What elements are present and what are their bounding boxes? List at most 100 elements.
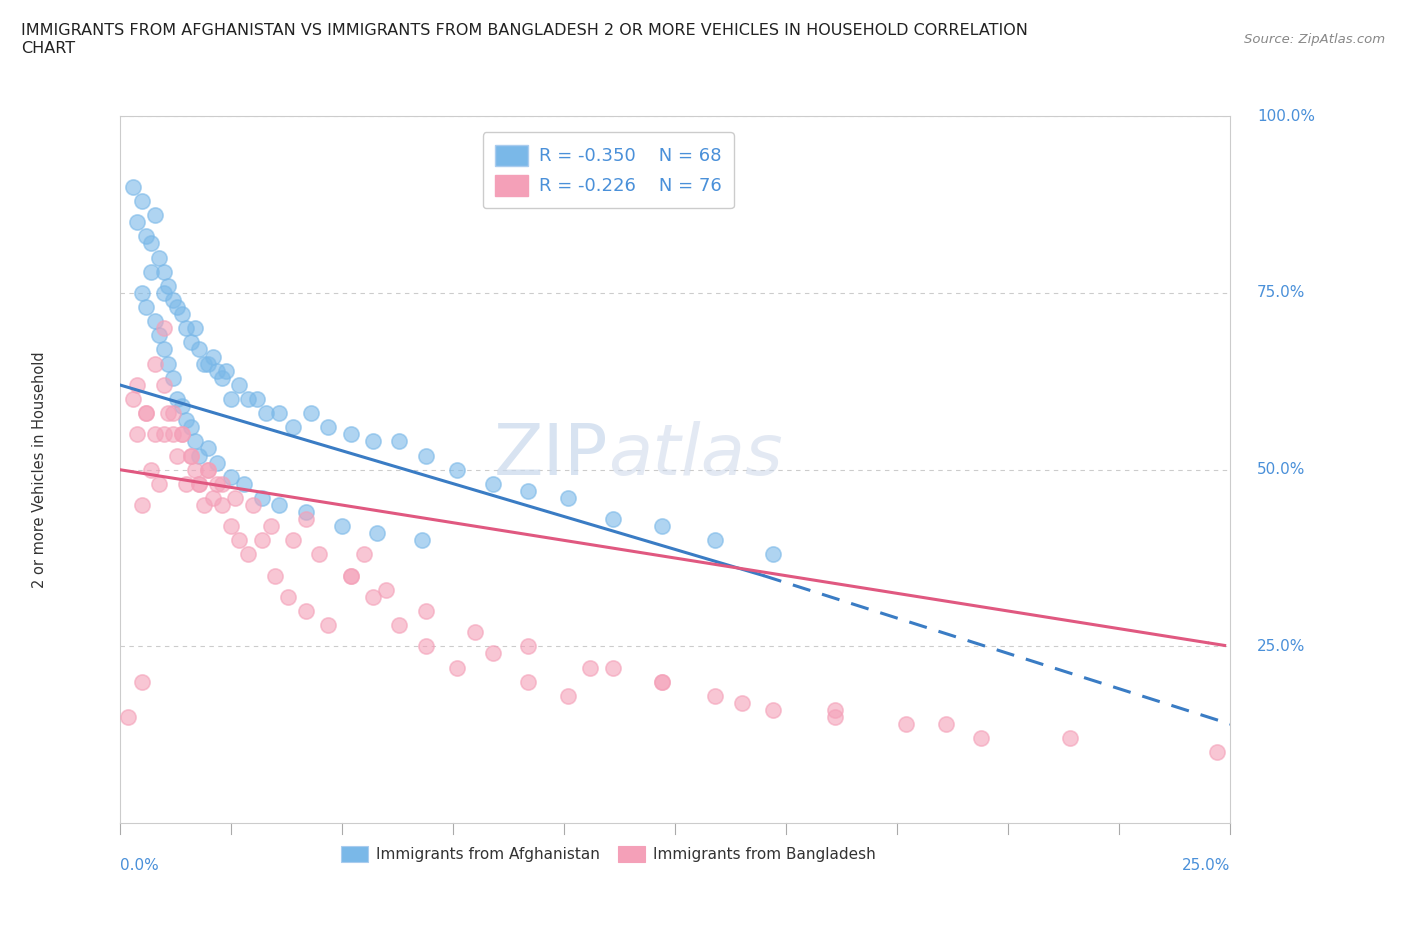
Point [135, 405, 157, 420]
Point [353, 547, 375, 562]
Text: 100.0%: 100.0% [1257, 109, 1315, 124]
Point [162, 293, 184, 308]
Point [153, 264, 176, 279]
Point [211, 498, 233, 512]
Point [277, 590, 299, 604]
Point [762, 702, 785, 717]
Point [153, 342, 176, 357]
Point [557, 688, 579, 703]
Point [153, 427, 176, 442]
Point [117, 710, 139, 724]
Point [557, 490, 579, 505]
Point [970, 731, 993, 746]
Point [651, 674, 673, 689]
Point [166, 299, 188, 314]
Point [143, 356, 166, 371]
Point [415, 604, 437, 618]
Point [894, 717, 917, 732]
Point [148, 328, 170, 343]
Point [157, 278, 180, 293]
Point [197, 462, 219, 477]
Point [219, 519, 242, 534]
Point [170, 307, 193, 322]
Point [269, 498, 291, 512]
Point [464, 625, 486, 640]
Point [730, 696, 752, 711]
Point [517, 484, 540, 498]
Point [201, 349, 224, 364]
Point [339, 427, 361, 442]
Point [148, 250, 170, 265]
Point [174, 321, 197, 336]
Point [127, 378, 149, 392]
Point [127, 215, 149, 230]
Point [1206, 745, 1229, 760]
Text: atlas: atlas [609, 421, 783, 490]
Point [121, 179, 143, 194]
Point [375, 582, 398, 597]
Point [446, 660, 468, 675]
Point [308, 547, 330, 562]
Point [935, 717, 957, 732]
Point [180, 448, 202, 463]
Point [131, 498, 153, 512]
Point [170, 427, 193, 442]
Point [579, 660, 602, 675]
Point [517, 674, 540, 689]
Point [197, 462, 219, 477]
Point [188, 476, 211, 491]
Point [602, 660, 624, 675]
Point [162, 370, 184, 385]
Point [361, 434, 384, 449]
Point [188, 342, 211, 357]
Point [361, 590, 384, 604]
Point [174, 413, 197, 428]
Point [211, 476, 233, 491]
Point [131, 193, 153, 208]
Point [703, 533, 725, 548]
Point [162, 427, 184, 442]
Point [180, 448, 202, 463]
Text: Source: ZipAtlas.com: Source: ZipAtlas.com [1244, 33, 1385, 46]
Point [139, 462, 162, 477]
Point [295, 604, 318, 618]
Point [318, 618, 340, 632]
Point [318, 419, 340, 434]
Point [139, 264, 162, 279]
Point [238, 547, 260, 562]
Point [238, 392, 260, 406]
Point [242, 498, 264, 512]
Point [264, 568, 287, 583]
Point [703, 688, 725, 703]
Text: ZIP: ZIP [494, 421, 609, 490]
Point [295, 505, 318, 520]
Point [207, 476, 229, 491]
Point [131, 674, 153, 689]
Point [193, 498, 215, 512]
Point [246, 392, 269, 406]
Text: 0.0%: 0.0% [120, 858, 159, 873]
Point [143, 427, 166, 442]
Point [131, 286, 153, 300]
Point [762, 547, 785, 562]
Point [215, 364, 238, 379]
Text: 2 or more Vehicles in Household: 2 or more Vehicles in Household [32, 352, 46, 588]
Point [517, 639, 540, 654]
Point [481, 646, 503, 661]
Point [184, 462, 207, 477]
Point [651, 674, 673, 689]
Point [295, 512, 318, 526]
Legend: Immigrants from Afghanistan, Immigrants from Bangladesh: Immigrants from Afghanistan, Immigrants … [335, 840, 882, 869]
Point [250, 490, 273, 505]
Point [339, 568, 361, 583]
Point [139, 236, 162, 251]
Text: 25.0%: 25.0% [1257, 639, 1305, 654]
Point [174, 476, 197, 491]
Point [157, 356, 180, 371]
Point [143, 313, 166, 328]
Point [232, 476, 254, 491]
Point [388, 434, 411, 449]
Point [228, 378, 250, 392]
Text: IMMIGRANTS FROM AFGHANISTAN VS IMMIGRANTS FROM BANGLADESH 2 OR MORE VEHICLES IN : IMMIGRANTS FROM AFGHANISTAN VS IMMIGRANT… [21, 23, 1028, 56]
Point [415, 448, 437, 463]
